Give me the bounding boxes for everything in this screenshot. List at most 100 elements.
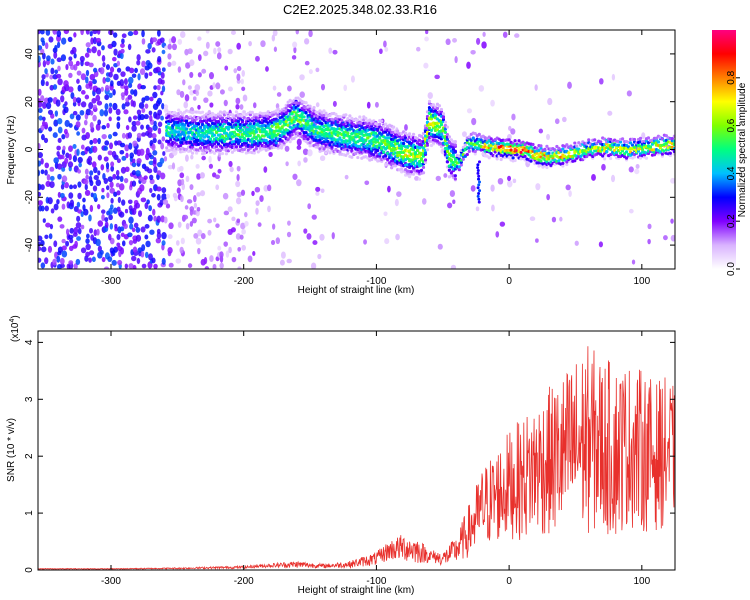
spectrogram-cell [38,55,41,63]
spectrogram-cell [149,174,154,181]
spectrogram-ridge-cell [573,141,577,145]
spectrogram-cell [227,206,233,213]
spectrogram-cell [68,86,74,93]
spectrogram-cell [101,125,107,130]
spectrogram-cell [189,71,194,79]
spectrogram-cell [76,201,81,208]
spectrogram-cell [148,253,153,261]
spectrogram-cell [213,217,217,223]
spectrogram-ridge-cell [240,149,244,154]
spectrogram-cell [103,156,109,162]
spectrogram-cell [135,227,141,233]
spectrogram-cell [286,231,292,238]
spectrogram-cell [231,256,237,263]
spectrogram-ridge-cell [280,139,284,143]
spectrogram-cell [55,73,62,79]
spectrogram-cell [93,229,98,237]
spectrogram-ridge-cell [240,120,244,124]
spectrogram-cell [182,214,189,220]
spectrogram-cell [167,61,172,68]
spectrogram-cell [554,118,560,125]
spectrogram-cell [40,95,45,102]
spectrogram-cell [77,181,82,188]
spectrogram-cell [229,166,234,173]
spectrogram-cell [559,216,563,222]
spectrogram-cell [48,126,53,132]
spectrogram-cell [205,41,210,49]
snr-series-line [38,346,675,570]
spectrogram-ridge-cell [618,140,623,144]
spectrogram-cell [160,115,164,121]
spectrogram-cell [54,44,58,51]
spectrogram-cell [127,232,133,238]
spectrogram-cell [76,78,80,84]
spectrogram-cell [91,46,97,54]
spectrogram-ridge-cell [404,136,408,140]
spectrogram-cell [189,59,195,66]
spectrogram-cell [233,68,238,74]
spectrogram-ridge-cell [575,144,579,148]
spectrogram-cell [396,191,402,198]
spectrogram-cell [538,128,544,134]
spectrogram-cell [293,46,297,54]
spectrogram-cell [76,131,81,136]
spectrogram-ridge-cell [266,116,270,121]
spectrogram-cell [177,221,182,228]
spectrogram-cell [107,176,113,183]
spectrogram-ridge-cell [358,115,362,119]
spectrogram-cell [156,193,161,201]
spectrogram-cell [38,45,43,51]
spectrogram-ridge-cell [189,140,193,145]
spectrogram-cell [470,49,476,55]
spectrogram-cell [240,222,246,230]
spectrogram-cell [208,155,212,164]
spectrogram-cell [344,174,349,180]
spectrogram-cell [607,110,613,116]
spectrogram-cell [306,233,312,240]
spectrogram-cell [244,211,248,218]
spectrogram-ridge-cell [411,148,416,152]
spectrogram-cell [77,84,82,92]
spectrogram-cell [109,142,114,150]
spectrogram-ridge-cell [336,120,340,124]
spectrogram-cell [157,55,162,63]
spectrogram-cell [80,211,84,218]
spectrogram-cell [85,238,90,244]
spectrogram-ridge-cell [652,153,657,157]
spectrogram-cell [118,211,125,218]
spectrogram-cell [95,179,102,187]
spectrogram-cell [223,241,228,247]
spectrogram-cell [68,192,74,199]
spectrogram-ridge-cell [165,129,169,133]
spectrogram-ridge-cell [445,160,450,164]
spectrogram-cell [562,116,567,123]
spectrogram-cell [40,169,45,175]
spectrogram-ridge-cell [320,145,324,149]
spectrogram-cell [132,264,137,269]
spectrogram-ridge-cell [449,158,453,162]
spectrogram-cell [454,56,458,64]
spectrogram-cell [80,247,87,254]
spectrogram-cell [328,47,333,54]
colorbar-gradient [712,30,736,269]
spectrogram-cell [240,189,246,196]
spectrogram-ridge-cell [322,113,326,118]
spectrogram-ridge-cell [445,125,450,129]
spectrogram-cell [38,200,43,206]
spectrogram-cell [144,251,149,259]
spectrogram-cell [223,210,230,216]
spectrogram-cell [127,31,134,37]
spectrogram-cell [152,91,158,99]
spectrogram-cell [254,186,261,193]
spectrogram-cell [61,203,66,210]
spectrogram-cell [102,76,106,84]
spectrogram-cell [92,30,98,35]
spectrogram-cell [145,147,150,156]
spectrogram-cell [84,61,90,67]
spectrogram-cell [416,46,421,52]
spectrogram-ridge-cell [356,118,360,122]
spectrogram-ridge-cell [340,128,344,132]
spectrogram-cell [476,169,480,173]
spectrogram-cell [148,205,153,212]
spectrogram-cell [59,257,65,265]
